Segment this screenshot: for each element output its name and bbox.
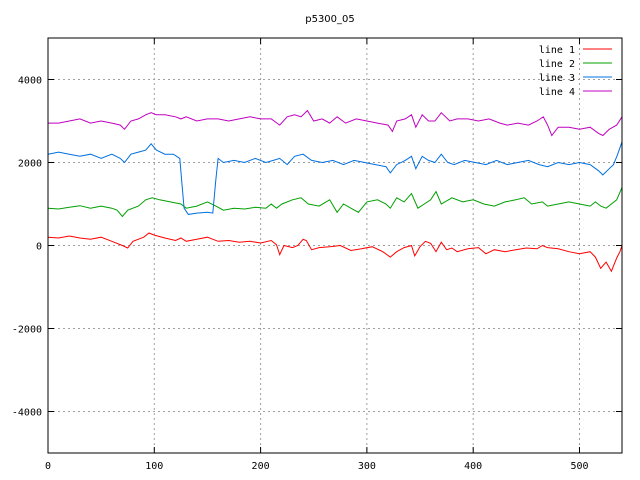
series-lines [47,109,623,273]
series-line-4 [48,109,623,137]
series-line-2 [47,187,623,218]
legend-label-2: line 2 [539,59,575,70]
y-tick-label: -2000 [12,325,42,336]
x-tick-label: 400 [464,461,482,472]
series-line-1 [47,232,623,273]
legend-label-1: line 1 [539,45,575,56]
legend: line 1 line 2 line 3 line 4 [539,45,612,98]
y-tick-label: 0 [36,242,42,253]
grid [48,38,622,453]
legend-label-4: line 4 [539,87,575,98]
series-line-3 [47,141,623,215]
x-tick-label: 100 [145,461,163,472]
y-tick-label: -4000 [12,408,42,419]
y-tick-label: 4000 [18,76,42,87]
y-tick-label: 2000 [18,159,42,170]
axis-ticks: 0 100 200 300 400 500 -4000 -2000 0 2000 4000 [12,38,622,472]
x-tick-label: 500 [570,461,588,472]
chart-title: p5300_05 [305,14,355,25]
legend-label-3: line 3 [539,73,575,84]
x-tick-label: 0 [45,461,51,472]
x-tick-label: 200 [252,461,270,472]
x-tick-label: 300 [358,461,376,472]
